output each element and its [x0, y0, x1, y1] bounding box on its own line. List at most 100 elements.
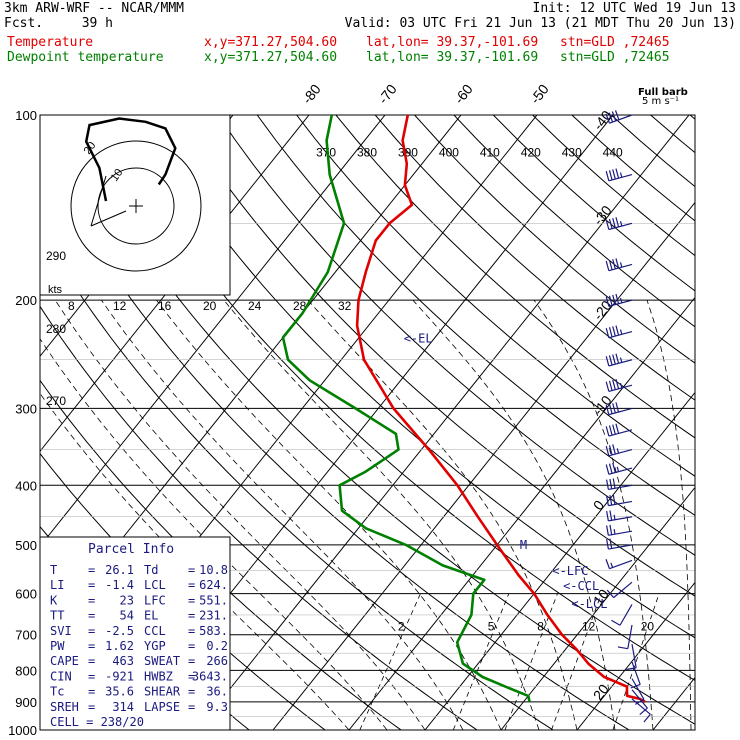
parcel-value: 231. [199, 609, 228, 623]
wind-barb-staff [608, 467, 633, 475]
parcel-value: 463 [112, 654, 134, 668]
wind-barb-staff [608, 263, 633, 272]
theta-side-label: 280 [46, 322, 66, 336]
wind-barb-flag [612, 169, 616, 180]
parcel-equals: = [188, 654, 195, 668]
wind-barb-flag [619, 262, 623, 268]
hodograph-ring [70, 140, 202, 272]
parcel-key: K [50, 593, 58, 607]
wind-barb-flag [608, 327, 613, 338]
wind-barb-flag [612, 444, 616, 455]
wind-barb-staff [627, 624, 633, 649]
parcel-value: 35.6 [105, 685, 134, 699]
wind-barb [606, 478, 633, 491]
parcel-value: -1.4 [105, 578, 134, 592]
parcel-equals: = [88, 685, 95, 699]
wind-barb [605, 559, 633, 570]
wind-barb-staff [608, 429, 633, 437]
isotherm-label: -70 [375, 81, 400, 107]
theta-label: 410 [480, 145, 500, 159]
mixing-ratio-label: 8 [537, 620, 544, 634]
wind-barb-flag [611, 619, 621, 626]
parcel-value: 3643. [192, 669, 228, 683]
parcel-equals: = [88, 654, 95, 668]
wind-barb-staff [608, 299, 633, 307]
mixing-ratio-line [612, 593, 660, 730]
dewpoint-trace [281, 115, 531, 703]
parcel-key: SVI [50, 624, 72, 638]
wind-barb-flag [605, 464, 610, 475]
pressure-label: 100 [15, 108, 37, 123]
wind-barb-flag [630, 683, 641, 689]
mixing-ratio-label: 2 [398, 620, 405, 634]
parcel-equals: = [88, 578, 95, 592]
wind-barb [605, 444, 633, 457]
wind-barb-staff [608, 384, 633, 392]
theta-label: 440 [603, 145, 623, 159]
inset-unit-label: kts [48, 284, 63, 296]
parcel-value: 1.62 [105, 639, 134, 653]
wind-barb-staff [631, 689, 648, 709]
wind-barb-staff [631, 644, 637, 668]
wind-barb [606, 538, 633, 550]
wind-barb [606, 581, 633, 599]
parcel-equals: = [88, 593, 95, 607]
level-annotation: <-LCL [571, 597, 607, 611]
inset-scale-label: 32 [338, 299, 352, 313]
wind-barb-flag [619, 382, 623, 389]
wind-barb-flag [609, 478, 613, 489]
wind-barb-staff [608, 530, 633, 536]
parcel-key: Tc [50, 685, 64, 699]
wind-barb-staff [608, 359, 633, 367]
wind-barb-flag [615, 325, 620, 336]
wind-barb-flag [608, 463, 613, 474]
wind-barb-flag [608, 355, 613, 366]
wind-barb-flag [619, 172, 623, 178]
inset-scale-label: 8 [68, 299, 75, 313]
moist-adiabat [156, 299, 502, 730]
parcel-equals: = [88, 563, 95, 577]
pressure-label: 700 [15, 628, 37, 643]
parcel-key: PW [50, 639, 65, 653]
forecast-label: Fcst. [4, 16, 44, 31]
inset-scale-label: 24 [248, 299, 262, 313]
wind-barb-staff [613, 581, 633, 599]
theta-label: 390 [398, 145, 418, 159]
wind-barb-flag [615, 168, 620, 179]
wind-barb-staff [608, 516, 633, 522]
inset-scale-label: 20 [203, 299, 217, 313]
level-annotation: M [520, 538, 527, 552]
wind-barb-flag [619, 297, 623, 304]
wind-barb-flag [616, 448, 620, 454]
wind-barb-flag [612, 424, 616, 435]
wind-barb [611, 604, 633, 626]
wind-barb [605, 353, 633, 367]
parcel-equals: = [88, 639, 95, 653]
theta-label: 400 [439, 145, 459, 159]
hodograph-inset-frame [39, 114, 231, 296]
valid-time: Valid: 03 UTC Fri 21 Jun 13 (21 MDT Thu … [344, 16, 736, 31]
wind-barb-flag [615, 353, 620, 364]
parcel-value: 583. [199, 624, 228, 638]
parcel-value: 266 [206, 654, 228, 668]
dewpoint-latlon: lat,lon= 39.37,-101.69 [366, 50, 539, 65]
wind-barb-flag [608, 380, 613, 391]
isotherm-line [272, 201, 695, 730]
wind-barb [605, 325, 633, 339]
isotherm-line [729, 115, 740, 730]
wind-barb-flag [610, 562, 614, 568]
parcel-info-title: Parcel Info [88, 542, 174, 557]
hodograph-storm-vector [90, 210, 127, 227]
wind-barb-flag [609, 538, 613, 549]
wind-barb [605, 258, 633, 272]
wind-barb-staff [608, 331, 633, 339]
parcel-value: 0.2 [206, 639, 228, 653]
parcel-value: 624. [199, 578, 228, 592]
moist-adiabat [412, 299, 616, 730]
parcel-equals: = [88, 624, 95, 638]
wind-barb [605, 462, 633, 475]
wind-barb-flag [605, 296, 610, 307]
wind-barb [606, 494, 633, 507]
parcel-info-box [39, 536, 231, 731]
